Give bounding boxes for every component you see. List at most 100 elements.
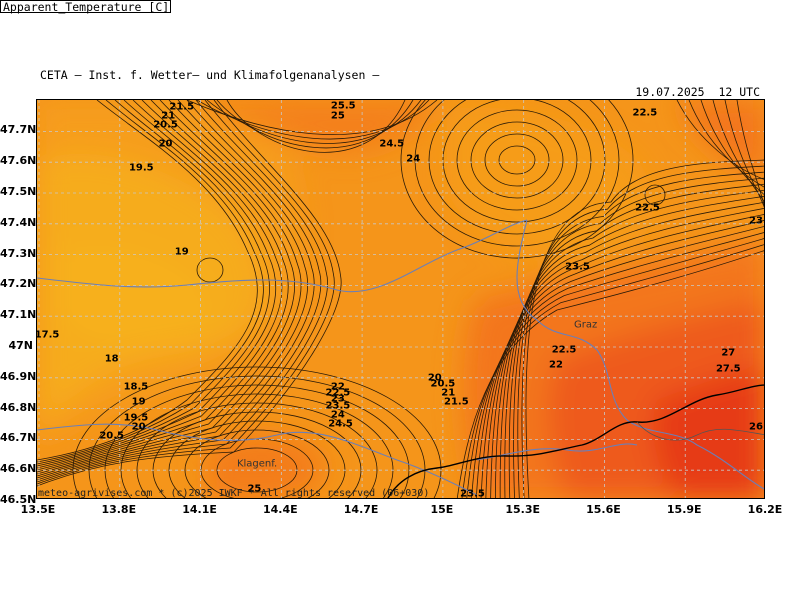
lat-tick-label: 47.1N <box>0 308 37 322</box>
isoline <box>37 100 264 463</box>
contour-value-label: 20.5 <box>430 378 456 390</box>
lat-tick-label: 47.4N <box>0 215 37 229</box>
isoline <box>676 100 764 180</box>
lat-tick-label: 47.3N <box>0 246 37 260</box>
isoline <box>206 100 422 144</box>
lon-tick-label: 13.8E <box>101 503 137 516</box>
contour-value-label: 23 <box>330 393 345 405</box>
contour-value-label: 22.5 <box>325 387 351 399</box>
contour-value-label: 20 <box>131 421 146 433</box>
isoline <box>37 100 289 471</box>
isoline <box>37 100 258 461</box>
isoline <box>37 100 270 465</box>
contour-value-label: 22.5 <box>632 107 658 119</box>
contour-value-label: 19.5 <box>123 412 149 424</box>
isoline <box>485 214 764 498</box>
lat-tick-label: 47.5N <box>0 185 37 198</box>
isoline <box>724 100 764 208</box>
isoline <box>414 100 620 247</box>
isoline <box>480 220 764 498</box>
lat-tick-label: 46.5N <box>0 493 37 506</box>
isoline <box>525 159 764 498</box>
lat-tick-label: 47.2N <box>0 277 37 291</box>
contour-value-label: 18.5 <box>123 381 149 393</box>
lat-tick-label: 47N <box>8 339 33 352</box>
lon-tick-label: 15.9E <box>666 503 702 516</box>
lat-tick-label: 47.7N <box>0 123 37 137</box>
contour-value-label: 22 <box>330 381 345 393</box>
lat-tick-label: 46.6N <box>0 462 37 476</box>
contour-value-label: 23 <box>749 215 763 227</box>
place-name-label: Klagenf. <box>236 458 278 470</box>
isoline <box>470 121 564 199</box>
isoline <box>37 100 315 479</box>
isoline <box>184 429 330 498</box>
isoline <box>736 100 764 207</box>
contour-value-label: 21 <box>161 110 176 122</box>
contour-value-label: 19 <box>174 246 189 258</box>
isoline <box>456 250 764 498</box>
contour-value-label: 24 <box>406 153 421 165</box>
isoline <box>466 238 764 498</box>
country-borders <box>387 384 764 498</box>
contour-value-label: 24.5 <box>379 138 405 150</box>
isoline <box>37 100 328 483</box>
contour-value-label: 23.5 <box>325 400 351 412</box>
isoline <box>37 100 283 469</box>
contour-value-label: 20 <box>158 138 173 150</box>
temperature-field <box>37 100 764 498</box>
valid-datetime: 19.07.2025 12 UTC <box>635 85 760 99</box>
isoline <box>471 232 764 498</box>
isoline <box>475 226 764 498</box>
contour-value-label: 20 <box>427 372 442 384</box>
lon-tick-label: 15E <box>430 503 454 516</box>
contour-value-label: 23.5 <box>460 488 485 499</box>
isoline <box>490 207 764 498</box>
lon-tick-label: 14.1E <box>182 503 217 516</box>
lon-tick-label: 16.2E <box>747 503 783 516</box>
map-panel[interactable]: 25.5 25 22.5 21.5 21 20.5 24.5 20 24 19.5 22.5 23 19… <box>36 99 765 499</box>
contour-value-label: 24 <box>330 409 345 421</box>
contour-value-label: 22.5 <box>551 344 577 356</box>
isoline <box>37 100 322 481</box>
contour-value-label: 25 <box>330 110 345 122</box>
copyright-notice: meteo-agrivises.com * (c)2025 IWKF * All… <box>38 488 430 499</box>
contour-value-label: 21.5 <box>169 101 195 113</box>
isoline <box>495 201 764 498</box>
isoline <box>521 165 764 498</box>
isoline <box>461 244 764 498</box>
isoline <box>517 171 764 498</box>
contour-value-label: 26 <box>749 421 763 433</box>
isoline <box>226 100 406 153</box>
graticule <box>37 100 764 498</box>
isoline <box>196 100 430 140</box>
lat-tick-label: 46.9N <box>0 369 37 383</box>
contour-value-label: 20.5 <box>153 119 178 131</box>
isoline <box>484 133 550 187</box>
lat-tick-label: 46.8N <box>0 400 37 414</box>
contour-value-label: 21 <box>441 387 456 399</box>
lat-tick-label: 47.6N <box>0 154 37 168</box>
contour-value-label: 21.5 <box>444 396 469 408</box>
isoline <box>136 402 378 498</box>
isoline <box>400 100 634 259</box>
isoline <box>498 145 536 175</box>
isoline <box>504 189 764 498</box>
variable-label: Apparent_Temperature [C] <box>0 0 171 14</box>
lon-tick-label: 14.4E <box>263 503 298 516</box>
isoline <box>442 100 592 223</box>
isoline <box>513 177 764 498</box>
lat-tick-label: 46.7N <box>0 431 37 445</box>
contour-value-label: 17.5 <box>36 329 60 341</box>
contour-value-label: 24.5 <box>328 418 353 430</box>
contour-value-label: 20.5 <box>99 430 125 442</box>
isoline <box>37 100 309 477</box>
contour-value-label: 22.5 <box>635 202 660 214</box>
isoline <box>37 100 277 467</box>
isoline <box>37 100 295 473</box>
lon-tick-label: 15.6E <box>586 503 621 516</box>
isoline <box>456 109 578 211</box>
place-name-label: Graz <box>573 319 598 331</box>
map-canvas <box>37 100 764 498</box>
contour-value-label: 19 <box>131 396 146 408</box>
